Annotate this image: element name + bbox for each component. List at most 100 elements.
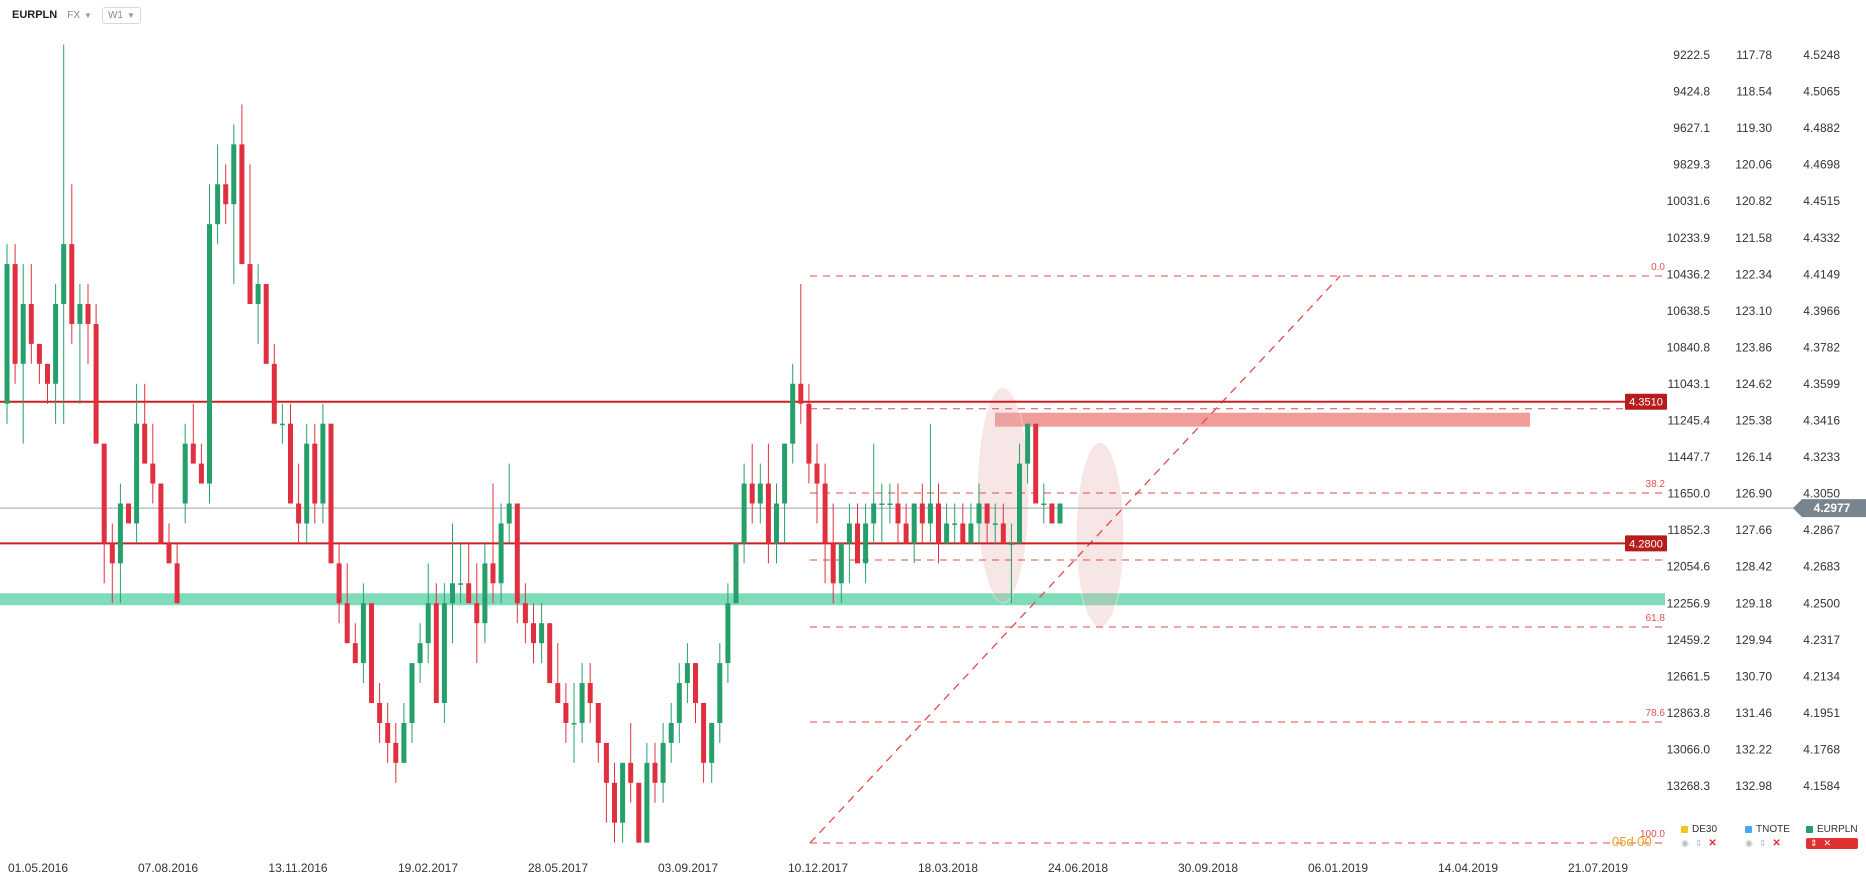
candle-body bbox=[352, 643, 358, 664]
y-axis-label-col1: 11245.4 bbox=[1668, 414, 1711, 428]
eurpln-active-controls[interactable]: ⇕ ✕ bbox=[1806, 838, 1858, 849]
bull-candle bbox=[506, 463, 512, 544]
candle-body bbox=[490, 563, 496, 584]
current-price-badge: 4.2977 bbox=[1793, 499, 1866, 518]
legend-tnote[interactable]: TNOTE ◉ ⇕ ✕ bbox=[1745, 824, 1790, 849]
de30-color-swatch bbox=[1681, 826, 1688, 833]
highlight-ellipse bbox=[1075, 441, 1125, 629]
bull-candle bbox=[871, 443, 877, 544]
bear-candle bbox=[344, 563, 350, 644]
move-icon[interactable]: ⇕ bbox=[1694, 838, 1703, 848]
move-icon[interactable]: ⇕ bbox=[1758, 838, 1767, 848]
candle-body bbox=[822, 483, 828, 544]
legend-label: DE30 bbox=[1692, 824, 1718, 835]
bull-candle bbox=[790, 363, 796, 464]
bull-candle bbox=[887, 483, 893, 524]
candle-body bbox=[474, 603, 480, 624]
y-axis-label-col1: 13066.0 bbox=[1667, 742, 1711, 756]
candle-body bbox=[36, 343, 42, 364]
bear-candle bbox=[271, 343, 277, 424]
candle-body bbox=[20, 303, 26, 364]
bear-candle bbox=[555, 643, 561, 704]
badge-bg bbox=[1625, 535, 1667, 552]
y-axis-label-col3: 4.3599 bbox=[1803, 377, 1840, 391]
y-axis-label-col3: 4.1768 bbox=[1803, 742, 1840, 756]
candle-body bbox=[150, 463, 156, 484]
bear-candle bbox=[385, 703, 391, 763]
bull-candle bbox=[863, 503, 869, 584]
y-axis-label-col3: 4.2867 bbox=[1803, 523, 1840, 537]
candle-body bbox=[798, 383, 804, 404]
candle-body bbox=[45, 363, 50, 384]
close-icon[interactable]: ✕ bbox=[1823, 838, 1832, 848]
y-axis-label-col2: 129.18 bbox=[1735, 596, 1772, 610]
eye-icon[interactable]: ◉ bbox=[1745, 838, 1753, 848]
bull-candle bbox=[660, 722, 666, 803]
candle-body bbox=[1008, 543, 1014, 545]
bull-candle bbox=[684, 643, 690, 704]
bear-candle bbox=[603, 742, 609, 823]
bear-candle bbox=[466, 543, 472, 604]
candle-body bbox=[101, 443, 107, 544]
y-axis-label-col3: 4.5065 bbox=[1803, 85, 1840, 99]
bull-candle bbox=[4, 244, 10, 424]
y-axis-label-col1: 10031.6 bbox=[1667, 194, 1711, 208]
bear-candle bbox=[798, 284, 804, 424]
bull-candle bbox=[231, 124, 237, 285]
badge-text: 4.3510 bbox=[1629, 397, 1663, 409]
close-icon[interactable]: ✕ bbox=[1708, 838, 1717, 849]
candle-body bbox=[579, 683, 585, 723]
candle-body bbox=[417, 643, 423, 664]
candle-body bbox=[603, 742, 609, 783]
bull-candle bbox=[733, 543, 739, 604]
candle-body bbox=[563, 703, 569, 723]
y-axis-label-col3: 4.2500 bbox=[1803, 596, 1840, 610]
y-axis-label-col2: 119.30 bbox=[1736, 121, 1772, 135]
market-selector[interactable]: FX ▼ bbox=[67, 10, 92, 21]
timeframe-selector[interactable]: W1 ▼ bbox=[101, 6, 141, 24]
bull-candle bbox=[304, 423, 310, 544]
bull-candle bbox=[952, 503, 958, 544]
x-axis-label: 03.09.2017 bbox=[658, 861, 718, 875]
bear-candle bbox=[531, 603, 536, 664]
candle-body bbox=[879, 503, 885, 505]
move-icon[interactable]: ⇕ bbox=[1810, 838, 1818, 848]
candle-body bbox=[1041, 503, 1047, 505]
bull-candle bbox=[725, 583, 731, 684]
candle-body bbox=[166, 543, 172, 564]
candle-body bbox=[239, 144, 245, 265]
bull-candle bbox=[968, 503, 974, 544]
candle-body bbox=[652, 762, 658, 783]
candle-body bbox=[514, 503, 520, 604]
candle-body bbox=[425, 603, 431, 644]
eye-icon[interactable]: ◉ bbox=[1681, 838, 1689, 848]
candle-body bbox=[174, 563, 180, 604]
fib-label: 0.0 bbox=[1651, 262, 1665, 273]
resistance-price-badge: 4.3510 bbox=[1625, 393, 1667, 410]
candle-body bbox=[668, 722, 674, 743]
timeframe-label: W1 bbox=[107, 9, 123, 21]
y-axis-label-col3: 4.1584 bbox=[1803, 779, 1840, 793]
bear-candle bbox=[895, 483, 901, 544]
candle-body bbox=[263, 284, 269, 364]
bull-candle bbox=[458, 543, 464, 604]
symbol-label[interactable]: EURPLN bbox=[12, 9, 58, 21]
bear-candle bbox=[563, 683, 569, 743]
y-axis-label-col3: 4.4698 bbox=[1803, 158, 1840, 172]
candle-body bbox=[644, 762, 650, 843]
candle-body bbox=[903, 523, 909, 544]
candle-body bbox=[919, 503, 925, 524]
candle-body bbox=[393, 742, 399, 763]
bull-candle bbox=[709, 722, 715, 783]
tnote-color-swatch bbox=[1745, 826, 1752, 833]
legend-eurpln[interactable]: EURPLN ⇕ ✕ bbox=[1806, 824, 1858, 849]
candle-body bbox=[320, 423, 326, 504]
candle-body bbox=[158, 483, 164, 544]
close-icon[interactable]: ✕ bbox=[1772, 838, 1781, 849]
y-axis-label-col2: 120.06 bbox=[1735, 158, 1772, 172]
candle-body bbox=[1049, 503, 1055, 524]
y-axis-label-col3: 4.3233 bbox=[1803, 450, 1840, 464]
bull-candle bbox=[409, 663, 415, 743]
legend-de30[interactable]: DE30 ◉ ⇕ ✕ bbox=[1681, 824, 1717, 849]
